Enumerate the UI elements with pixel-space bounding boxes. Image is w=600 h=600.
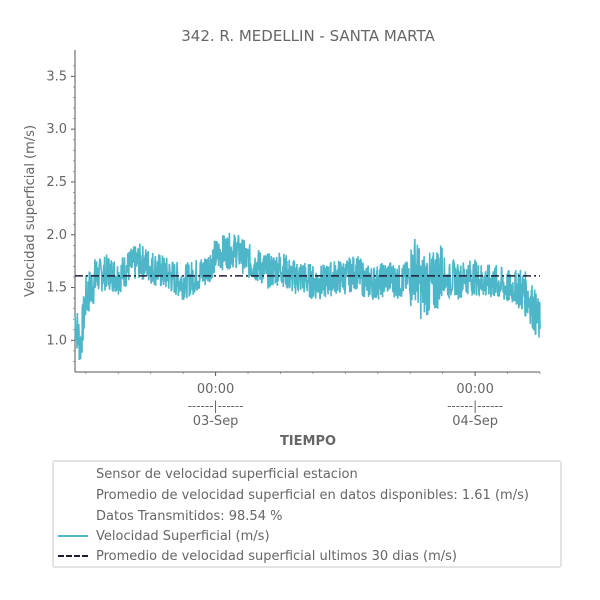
legend-text-datos-transmitidos: Datos Transmitidos: 98.54 % xyxy=(96,508,283,524)
series-line-velocidad xyxy=(74,232,541,361)
legend-text-promedio-datos: Promedio de velocidad superficial en dat… xyxy=(96,487,529,503)
x-tick-date: 03-Sep xyxy=(193,414,239,429)
y-tick-label: 1.0 xyxy=(46,333,67,348)
legend-text-velocidad: Velocidad Superficial (m/s) xyxy=(96,528,270,544)
legend: Sensor de velocidad superficial estacion… xyxy=(52,460,562,568)
legend-swatch-velocidad xyxy=(58,535,88,537)
chart-title: 342. R. MEDELLIN - SANTA MARTA xyxy=(181,27,435,45)
x-tick-date: 04-Sep xyxy=(452,414,498,429)
x-axis-ticks: 00:00------|------03-Sep00:00------|----… xyxy=(85,372,541,429)
legend-entry-velocidad: Velocidad Superficial (m/s) xyxy=(54,526,270,546)
x-tick-sep: ------|------ xyxy=(447,399,503,413)
y-tick-label: 2.5 xyxy=(46,175,67,190)
y-axis-ticks: 1.0 1.5 2.0 2.5 3.0 3.5 xyxy=(46,65,75,362)
legend-text-sensor: Sensor de velocidad superficial estacion xyxy=(96,466,358,482)
x-tick-time: 00:00 xyxy=(456,382,493,397)
legend-text-promedio-30-dias: Promedio de velocidad superficial ultimo… xyxy=(96,548,457,564)
legend-entry-sensor: Sensor de velocidad superficial estacion xyxy=(54,464,358,484)
y-tick-label: 1.5 xyxy=(46,281,67,296)
x-axis-label: TIEMPO xyxy=(280,434,336,449)
legend-entry-datos-transmitidos: Datos Transmitidos: 98.54 % xyxy=(54,506,282,526)
axes xyxy=(74,50,540,373)
legend-swatch-promedio-30-dias xyxy=(58,555,88,557)
y-tick-label: 3.5 xyxy=(46,69,67,84)
y-tick-label: 3.0 xyxy=(46,122,67,137)
y-tick-label: 2.0 xyxy=(46,228,67,243)
legend-entry-promedio-30-dias: Promedio de velocidad superficial ultimo… xyxy=(54,546,457,566)
x-tick-time: 00:00 xyxy=(197,382,234,397)
legend-entry-promedio-datos: Promedio de velocidad superficial en dat… xyxy=(54,485,529,505)
y-axis-label: Velocidad superficial (m/s) xyxy=(23,125,38,297)
x-tick-sep: ------|------ xyxy=(188,399,244,413)
